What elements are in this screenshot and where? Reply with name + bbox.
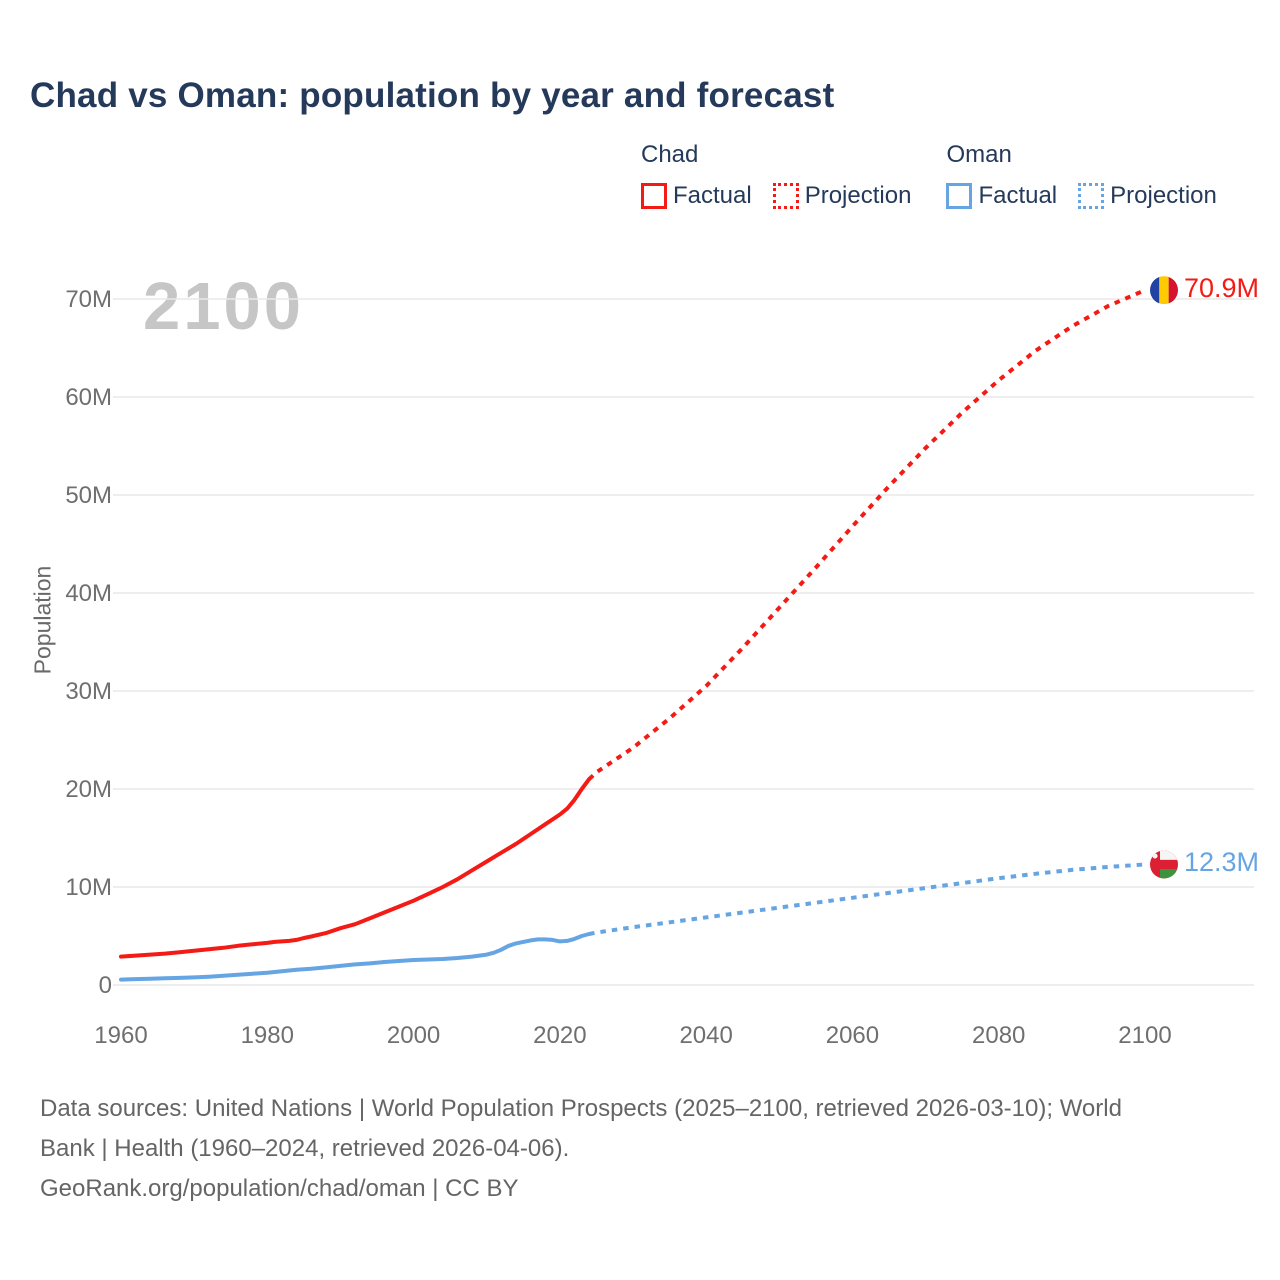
y-tick-label: 40M — [65, 580, 112, 607]
y-tick-label: 30M — [65, 678, 112, 705]
footer-attribution: GeoRank.org/population/chad/oman | CC BY — [40, 1175, 519, 1202]
y-tick-label: 60M — [65, 384, 112, 411]
chad-projection-swatch-icon — [772, 183, 799, 209]
chad-end-value-label: 70.9M — [1184, 273, 1260, 304]
y-tick-label: 20M — [65, 776, 112, 803]
legend-item-label: Projection — [1110, 182, 1217, 209]
legend-group-oman: Oman Factual Projection — [946, 141, 1217, 210]
footer-sources-line-2: Bank | Health (1960–2024, retrieved 2026… — [40, 1135, 570, 1162]
x-tick-label: 2000 — [387, 1022, 440, 1049]
legend: Chad Factual Projection Oman Factual — [641, 141, 1217, 210]
series-line-oman-projection — [588, 862, 1146, 936]
oman-flag-icon — [1150, 850, 1178, 879]
y-tick-label: 10M — [65, 874, 112, 901]
oman-projection-swatch-icon — [1078, 183, 1105, 209]
legend-group-chad-header: Chad — [641, 141, 699, 168]
footer-sources-line-1: Data sources: United Nations | World Pop… — [40, 1095, 1122, 1122]
legend-item-oman-projection[interactable]: Projection — [1078, 182, 1217, 210]
legend-row-oman: Factual Projection — [946, 182, 1217, 210]
x-tick-label: 2040 — [679, 1022, 732, 1049]
chart-title: Chad vs Oman: population by year and for… — [30, 76, 835, 115]
legend-row-chad: Factual Projection — [641, 182, 911, 210]
legend-item-label: Factual — [978, 182, 1058, 209]
y-tick-label: 70M — [65, 286, 112, 313]
footer: Data sources: United Nations | World Pop… — [40, 1089, 1122, 1209]
x-tick-label: 2080 — [972, 1022, 1025, 1049]
series-line-chad-factual — [119, 777, 592, 959]
legend-item-oman-factual[interactable]: Factual — [946, 182, 1057, 210]
legend-group-chad: Chad Factual Projection — [641, 141, 911, 210]
x-tick-label: 1960 — [94, 1022, 147, 1049]
x-tick-label: 2020 — [533, 1022, 586, 1049]
chad-flag-icon — [1150, 276, 1178, 305]
year-watermark: 2100 — [143, 269, 305, 344]
y-tick-label: 50M — [65, 482, 112, 509]
legend-item-label: Factual — [673, 182, 752, 209]
y-tick-label: 0 — [99, 972, 112, 999]
legend-item-label: Projection — [804, 182, 912, 209]
chad-factual-swatch-icon — [641, 183, 667, 209]
x-tick-label: 2100 — [1118, 1022, 1171, 1049]
legend-group-oman-header: Oman — [946, 141, 1012, 168]
x-tick-label: 2060 — [826, 1022, 879, 1049]
series-line-oman-factual — [119, 932, 592, 982]
series-line-chad-projection — [587, 288, 1146, 781]
legend-item-chad-factual[interactable]: Factual — [641, 182, 752, 210]
oman-end-value-label: 12.3M — [1184, 847, 1260, 878]
x-tick-label: 1980 — [241, 1022, 294, 1049]
oman-factual-swatch-icon — [946, 183, 973, 209]
legend-item-chad-projection[interactable]: Projection — [772, 182, 912, 210]
